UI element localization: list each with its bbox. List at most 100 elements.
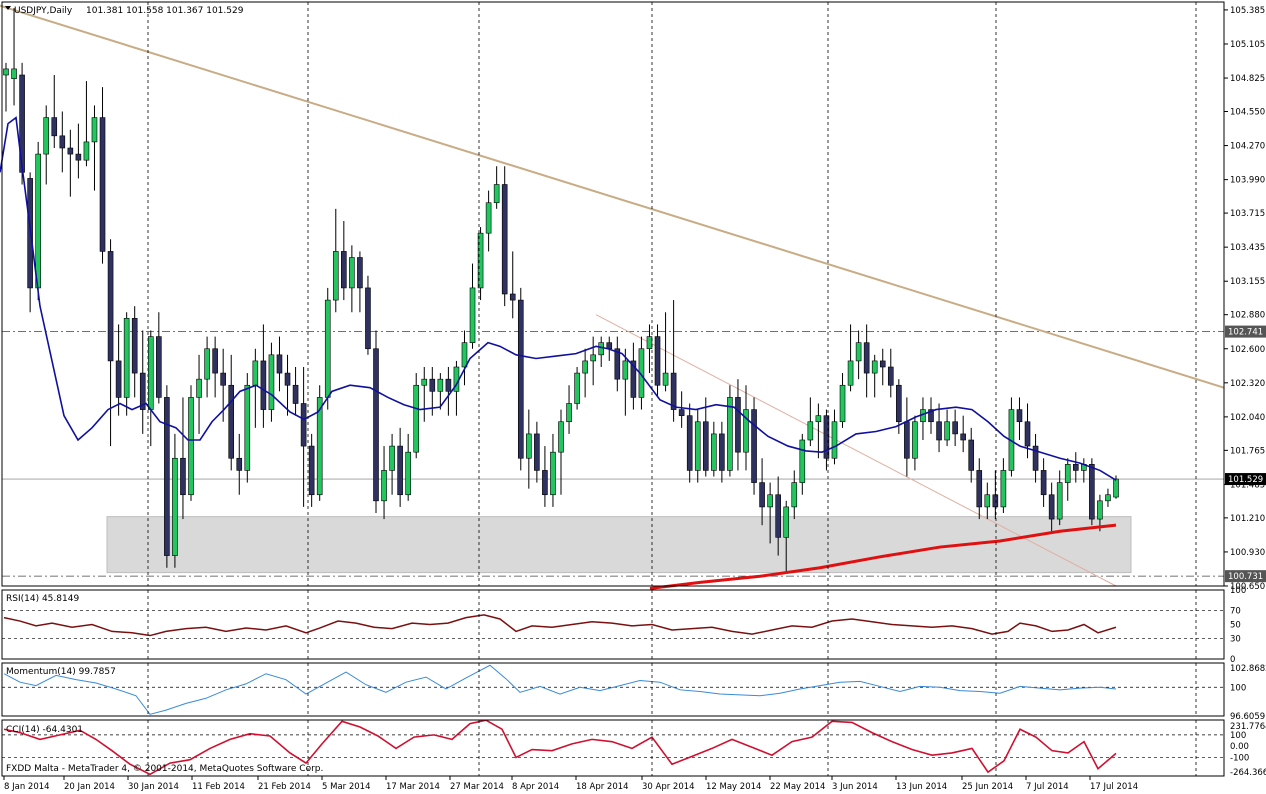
candle-body-bull [855,342,862,362]
candle-body-bear [156,336,162,398]
candle [743,385,749,471]
candle-body-bull [11,68,17,79]
y-tick-label: 105.385 [1230,6,1265,16]
candle [75,123,82,179]
candle [115,324,122,416]
candle [727,385,733,477]
candle [99,87,106,264]
cci-axis-label: 231.7764 [1230,722,1266,732]
x-tick-label: 30 Jan 2014 [128,782,179,792]
candle [1016,397,1023,440]
footer-copyright: FXDD Malta - MetaTrader 4, © 2001-2014, … [6,764,323,774]
candle [260,324,267,428]
y-tick-label: 102.600 [1230,345,1265,355]
candle [357,251,363,313]
candle-body-bull [839,384,846,423]
candle [871,354,878,398]
level-tag-1: 100.731 [1228,572,1263,582]
candle-body-bull [590,354,596,362]
candle-body-bear [67,147,74,155]
candle [308,433,315,507]
candle-body-bear [276,354,283,374]
candle [212,336,218,398]
candle-body-bull [582,360,588,374]
x-tick-label: 22 May 2014 [770,782,825,792]
price-panel[interactable]: 105.385 105.105 104.825 104.550 104.270 103.9… [0,4,1266,592]
candle [912,415,918,471]
candle [863,324,870,398]
candle [172,433,178,568]
candle-body-bear [107,251,114,362]
candle [807,397,814,447]
x-tick-label: 25 Jun 2014 [962,782,1013,792]
candle-body-bull [743,409,749,453]
candle-body-bull [783,506,790,538]
candle [670,300,677,422]
rsi-panel[interactable]: 100 70 50 30 0 [2,586,1246,665]
candle [735,379,741,471]
candle-body-bear [534,433,540,471]
candle [855,330,862,380]
trendline-minor [595,314,1117,587]
candle-body-bull [815,415,822,423]
candle-body-bear [896,384,902,423]
candle [316,385,323,501]
candle-body-bull [807,421,814,441]
candle [526,409,532,489]
candle [341,221,347,301]
momentum-axis-label: 96.6059 [1230,712,1265,722]
momentum-panel[interactable]: 102.8682 100 96.6059 [2,664,1266,722]
candle [952,409,958,447]
x-tick-label: 12 May 2014 [706,782,761,792]
candle-body-bear [292,384,299,404]
candle-body-bull [252,360,259,386]
candle [614,336,621,392]
candle [91,105,98,191]
x-tick-label: 27 Mar 2014 [450,782,504,792]
y-tick-label: 103.155 [1230,277,1265,287]
rsi-axis-label: 30 [1230,634,1241,644]
candle [292,367,299,416]
candle-body-bull [847,360,854,386]
candle-body-bull [316,397,323,496]
candle-body-bull [43,117,50,155]
candle [461,330,468,386]
candle [51,75,58,148]
y-tick-label: 105.105 [1230,40,1265,50]
candle [493,166,500,209]
candle-body-bull [711,433,717,471]
candle [67,129,74,197]
candle [928,397,934,434]
momentum-line [3,664,1117,715]
candle-body-bull [35,153,41,289]
rsi-axis-label: 70 [1230,607,1241,617]
cci-axis-label: 100 [1230,731,1246,741]
candle-body-bull [1056,482,1063,520]
cci-panel[interactable]: 231.77641000.00-100 -264.3667 [2,719,1266,778]
candle [783,500,790,574]
candle-body-bear [887,366,894,386]
candle [204,336,210,398]
candle-body-bull [799,439,806,483]
candle-body-bear [719,433,725,471]
x-tick-label: 21 Feb 2014 [258,782,311,792]
candle-body-bull [83,141,90,161]
candle-body-bull [413,384,420,453]
candle-body-bull [493,184,500,204]
y-tick-label: 104.550 [1230,108,1265,118]
candle-body-bear [59,135,66,149]
candle-body-bull [526,433,532,459]
candle [694,409,701,483]
momentum-axis-label: 102.8682 [1230,664,1266,674]
symbol-label: USDJPY,Daily [14,6,73,16]
candle-body-bear [429,378,436,392]
last-price-tag: 101.529 [1228,475,1263,485]
candle-body-bull [646,336,653,350]
candle-body-bull [984,494,991,508]
candle [976,458,983,520]
candle [1072,452,1079,483]
candle-body-bear [976,470,983,508]
candle [381,446,387,520]
cci-axis-label: 0.00 [1230,742,1249,752]
